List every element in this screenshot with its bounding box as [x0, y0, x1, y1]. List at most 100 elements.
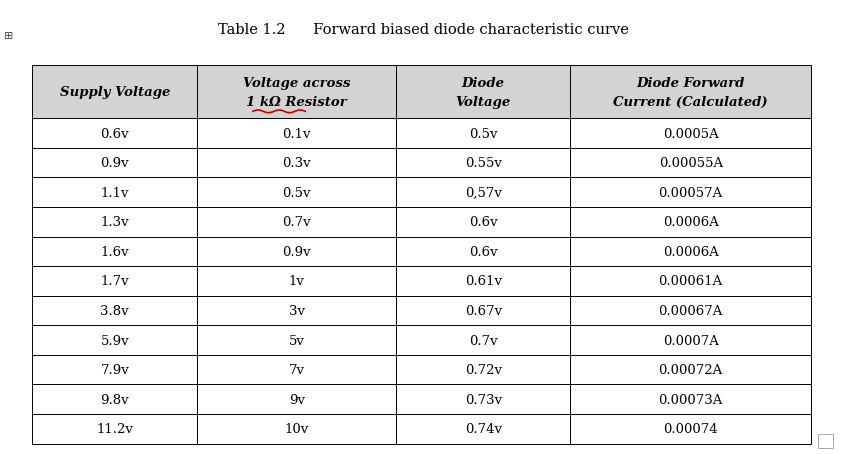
Text: Diode: Diode	[462, 76, 505, 90]
Text: 0.73v: 0.73v	[465, 393, 501, 406]
Text: 0.3v: 0.3v	[283, 157, 311, 170]
Bar	[197, 355, 396, 384]
Text: 10v: 10v	[285, 422, 309, 435]
Bar	[570, 326, 811, 355]
Bar	[197, 119, 396, 149]
Text: 0.5v: 0.5v	[283, 187, 311, 199]
Text: 0,57v: 0,57v	[465, 187, 501, 199]
Text: 5.9v: 5.9v	[101, 334, 129, 347]
Text: 1.1v: 1.1v	[101, 187, 129, 199]
Text: Voltage across: Voltage across	[243, 76, 351, 90]
Text: 9.8v: 9.8v	[101, 393, 129, 406]
Text: 0.9v: 0.9v	[283, 245, 311, 258]
Bar	[570, 66, 811, 119]
Text: Current (Calculated): Current (Calculated)	[613, 96, 768, 109]
Bar	[197, 207, 396, 237]
Bar	[396, 119, 570, 149]
Bar	[32, 149, 197, 178]
Bar	[32, 66, 197, 119]
Bar	[396, 326, 570, 355]
Bar	[570, 119, 811, 149]
Text: Diode Forward: Diode Forward	[637, 76, 745, 90]
Bar	[396, 384, 570, 414]
Bar	[197, 178, 396, 207]
Text: 3.8v: 3.8v	[101, 304, 129, 317]
Text: 7v: 7v	[289, 364, 305, 376]
Bar	[570, 384, 811, 414]
Text: 5v: 5v	[289, 334, 305, 347]
Text: 0.72v: 0.72v	[465, 364, 501, 376]
Bar	[32, 296, 197, 326]
Text: 0.00074: 0.00074	[663, 422, 718, 435]
Bar	[32, 178, 197, 207]
Text: 0.5v: 0.5v	[469, 127, 497, 140]
Bar	[396, 149, 570, 178]
Text: 0.55v: 0.55v	[465, 157, 501, 170]
Bar	[818, 434, 833, 448]
Bar	[32, 119, 197, 149]
Text: 0.0005A: 0.0005A	[663, 127, 718, 140]
Bar	[396, 207, 570, 237]
Bar	[570, 296, 811, 326]
Bar	[197, 267, 396, 296]
Text: 0.1v: 0.1v	[283, 127, 311, 140]
Text: 0.0007A: 0.0007A	[663, 334, 718, 347]
Bar	[396, 178, 570, 207]
Text: Table 1.2      Forward biased diode characteristic curve: Table 1.2 Forward biased diode character…	[218, 23, 629, 36]
Text: 0.00072A: 0.00072A	[659, 364, 722, 376]
Bar	[396, 414, 570, 444]
Bar	[197, 326, 396, 355]
Text: 1.7v: 1.7v	[101, 275, 129, 288]
Text: 9v: 9v	[289, 393, 305, 406]
Text: 0.0006A: 0.0006A	[663, 245, 718, 258]
Text: ⊞: ⊞	[3, 31, 14, 41]
Text: 3v: 3v	[289, 304, 305, 317]
Text: 0.9v: 0.9v	[101, 157, 129, 170]
Bar	[396, 66, 570, 119]
Bar	[570, 237, 811, 267]
Text: 1.3v: 1.3v	[101, 216, 129, 229]
Bar	[32, 414, 197, 444]
Text: 0.61v: 0.61v	[465, 275, 501, 288]
Bar	[197, 149, 396, 178]
Text: 0.6v: 0.6v	[101, 127, 129, 140]
Bar	[570, 414, 811, 444]
Bar	[197, 66, 396, 119]
Bar	[197, 237, 396, 267]
Bar	[396, 267, 570, 296]
Bar	[396, 237, 570, 267]
Bar	[197, 296, 396, 326]
Text: 0.6v: 0.6v	[469, 216, 497, 229]
Bar	[570, 178, 811, 207]
Bar	[32, 355, 197, 384]
Text: 0.7v: 0.7v	[469, 334, 497, 347]
Text: 0.00061A: 0.00061A	[659, 275, 722, 288]
Text: 0.67v: 0.67v	[465, 304, 501, 317]
Bar	[32, 384, 197, 414]
Bar	[197, 384, 396, 414]
Bar	[570, 149, 811, 178]
Bar	[570, 355, 811, 384]
Bar	[32, 267, 197, 296]
Bar	[32, 207, 197, 237]
Text: 0.74v: 0.74v	[465, 422, 501, 435]
Bar	[396, 296, 570, 326]
Text: 0.00055A: 0.00055A	[659, 157, 722, 170]
Text: Supply Voltage: Supply Voltage	[59, 86, 170, 99]
Bar	[570, 207, 811, 237]
Text: 0.00073A: 0.00073A	[658, 393, 723, 406]
Text: 7.9v: 7.9v	[101, 364, 129, 376]
Text: 0.00067A: 0.00067A	[658, 304, 723, 317]
Text: 1v: 1v	[289, 275, 305, 288]
Bar	[197, 414, 396, 444]
Text: Voltage: Voltage	[456, 96, 511, 109]
Text: 0.7v: 0.7v	[283, 216, 311, 229]
Bar	[32, 237, 197, 267]
Text: 1 kΩ Resistor: 1 kΩ Resistor	[246, 96, 347, 109]
Bar	[396, 355, 570, 384]
Text: 11.2v: 11.2v	[97, 422, 133, 435]
Bar	[32, 326, 197, 355]
Text: 0.0006A: 0.0006A	[663, 216, 718, 229]
Bar	[570, 267, 811, 296]
Text: 0.00057A: 0.00057A	[659, 187, 722, 199]
